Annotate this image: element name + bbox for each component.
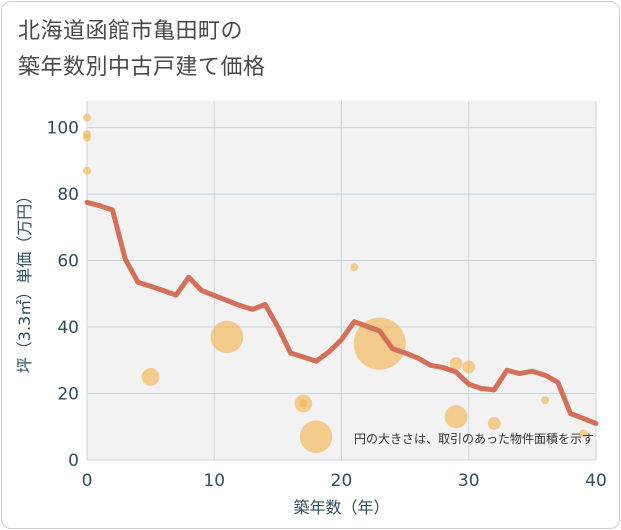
- x-tick-label: 40: [585, 471, 607, 491]
- x-tick-label: 20: [331, 471, 353, 491]
- x-tick-label: 0: [82, 471, 93, 491]
- chart-title: 北海道函館市亀田町の 築年数別中古戸建て価格: [18, 14, 266, 86]
- scatter-point: [299, 399, 308, 408]
- scatter-point: [83, 133, 91, 142]
- scatter-point: [141, 367, 160, 386]
- chart-title-line-1: 北海道函館市亀田町の: [18, 19, 244, 44]
- grid-lines: [86, 101, 597, 461]
- x-axis-title: 築年数（年）: [293, 498, 389, 517]
- scatter-point: [299, 420, 333, 453]
- scatter-point: [462, 360, 476, 374]
- scatter-point: [83, 166, 91, 175]
- y-tick-label: 0: [68, 451, 79, 471]
- scatter-point: [83, 113, 91, 122]
- y-tick-labels: 0 20 40 60 80 100: [47, 119, 79, 471]
- y-tick-label: 20: [57, 385, 79, 405]
- y-tick-label: 40: [57, 318, 79, 338]
- scatter-point: [487, 416, 501, 430]
- x-tick-label: 30: [458, 471, 480, 491]
- y-tick-label: 100: [47, 119, 79, 139]
- scatter-point: [541, 396, 550, 405]
- average-price-line: [84, 199, 599, 426]
- scatter-series: [83, 113, 588, 453]
- x-tick-labels: 0 10 20 30 40: [82, 471, 607, 491]
- x-tick-label: 10: [203, 471, 225, 491]
- scatter-point: [350, 263, 359, 272]
- scatter-point: [210, 320, 244, 354]
- bubble-size-note: 円の大きさは、取引のあった物件面積を示す: [354, 431, 594, 446]
- scatter-point: [353, 317, 406, 370]
- scatter-point: [579, 429, 588, 438]
- scatter-point: [444, 405, 468, 429]
- y-tick-label: 80: [57, 185, 79, 205]
- y-axis-title: 坪（3.3㎡）単価（万円）: [15, 188, 34, 373]
- chart-title-line-2: 築年数別中古戸建て価格: [18, 55, 266, 80]
- scatter-point: [449, 357, 463, 371]
- y-tick-label: 60: [57, 252, 79, 272]
